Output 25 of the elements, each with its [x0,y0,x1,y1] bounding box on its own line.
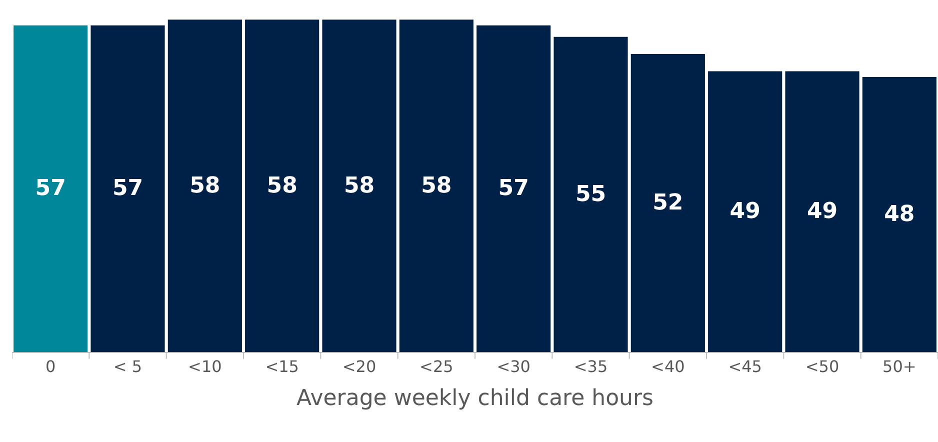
data-label: 58 [190,173,220,198]
x-tick-label: <30 [496,357,530,376]
x-axis-title: Average weekly child care hours [296,386,654,412]
data-label: 58 [421,173,452,198]
x-tick-label: <10 [188,357,222,376]
x-tick-label: <20 [342,357,376,376]
data-label: 58 [344,173,375,198]
data-label: 55 [575,182,606,207]
data-label: 49 [806,199,838,224]
data-label: 48 [884,202,915,227]
x-tick-label: <25 [420,357,454,376]
x-tick-label: <40 [651,357,685,376]
data-label: 57 [498,176,529,202]
x-tick-label: <35 [574,357,608,376]
data-label: 49 [730,199,760,224]
data-label: 58 [266,173,298,198]
x-tick-label: <50 [805,357,840,376]
x-tick-label: <45 [728,357,762,376]
x-tick-label: < 5 [113,357,142,376]
x-tick-label: 0 [45,357,56,376]
x-tick-label: <15 [265,357,299,376]
data-label: 57 [35,176,66,202]
data-label: 52 [652,190,684,216]
data-label: 57 [112,176,144,202]
x-tick-label: 50+ [882,357,916,376]
